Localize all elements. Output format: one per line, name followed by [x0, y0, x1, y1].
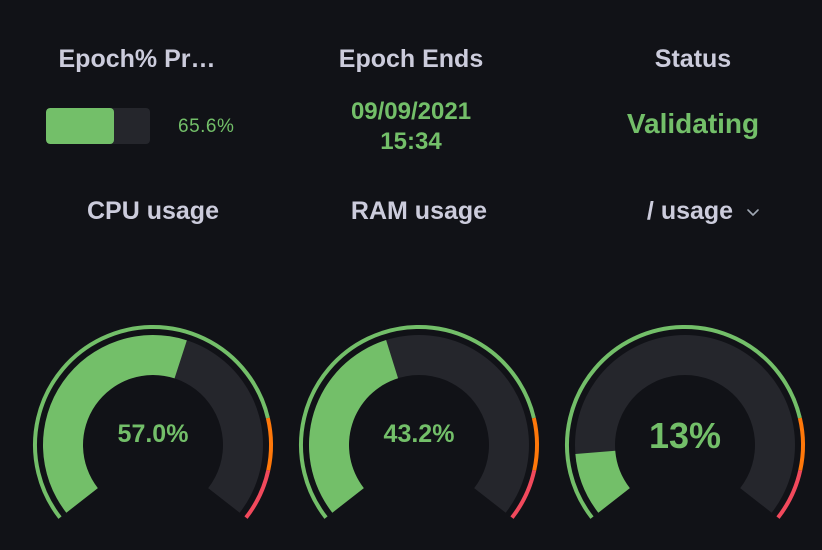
ram-usage-panel[interactable]: RAM usage 43.2%	[284, 190, 554, 520]
status-panel[interactable]: Status Validating	[548, 0, 822, 175]
gauge-value-label: 57.0%	[118, 420, 189, 448]
threshold-ring-segment-2	[510, 469, 537, 519]
epoch-ends-value: 09/09/2021 15:34	[258, 97, 564, 157]
threshold-ring-segment-2	[776, 469, 803, 519]
gauge-track	[575, 335, 795, 513]
ram-usage-gauge: 43.2%	[299, 325, 539, 519]
threshold-ring-segment-2	[244, 469, 271, 519]
chevron-down-icon[interactable]	[745, 204, 761, 220]
epoch-ends-panel[interactable]: Epoch Ends 09/09/2021 15:34	[274, 0, 564, 175]
threshold-ring-segment-1	[797, 417, 805, 471]
ram-usage-title[interactable]: RAM usage	[350, 197, 488, 225]
threshold-ring-segment-0	[299, 325, 536, 519]
disk-usage-title[interactable]: / usage	[646, 197, 734, 225]
threshold-ring-segment-1	[265, 417, 273, 471]
gauge-value-label: 43.2%	[384, 420, 455, 448]
cpu-usage-gauge: 57.0%	[33, 325, 273, 519]
epoch-ends-date: 09/09/2021	[350, 98, 472, 125]
epoch-progress-bar	[46, 108, 150, 144]
cpu-usage-panel[interactable]: CPU usage 57.0%	[18, 190, 288, 520]
gauge-value-fill	[43, 335, 187, 513]
status-title[interactable]: Status	[654, 45, 732, 73]
epoch-progress-value: 65.6%	[178, 116, 235, 137]
gauge-value-fill	[575, 450, 630, 513]
epoch-progress-bar-fill	[46, 108, 115, 144]
epoch-ends-time: 15:34	[380, 128, 442, 155]
cpu-usage-title[interactable]: CPU usage	[87, 197, 219, 225]
epoch-progress-title[interactable]: Epoch% Pr…	[58, 45, 216, 73]
threshold-ring-segment-0	[33, 325, 270, 519]
gauge-value-label: 13%	[649, 415, 721, 456]
disk-usage-gauge: 13%	[565, 325, 805, 519]
status-value: Validating	[626, 108, 760, 139]
disk-usage-panel[interactable]: / usage 13%	[550, 190, 820, 520]
threshold-ring-segment-1	[531, 417, 539, 471]
epoch-progress-panel[interactable]: Epoch% Pr… 65.6%	[0, 0, 274, 175]
disk-usage-title-row[interactable]: / usage	[550, 197, 820, 226]
gauge-value-fill	[309, 340, 399, 513]
threshold-ring-segment-0	[565, 325, 802, 519]
epoch-ends-title[interactable]: Epoch Ends	[338, 45, 484, 73]
